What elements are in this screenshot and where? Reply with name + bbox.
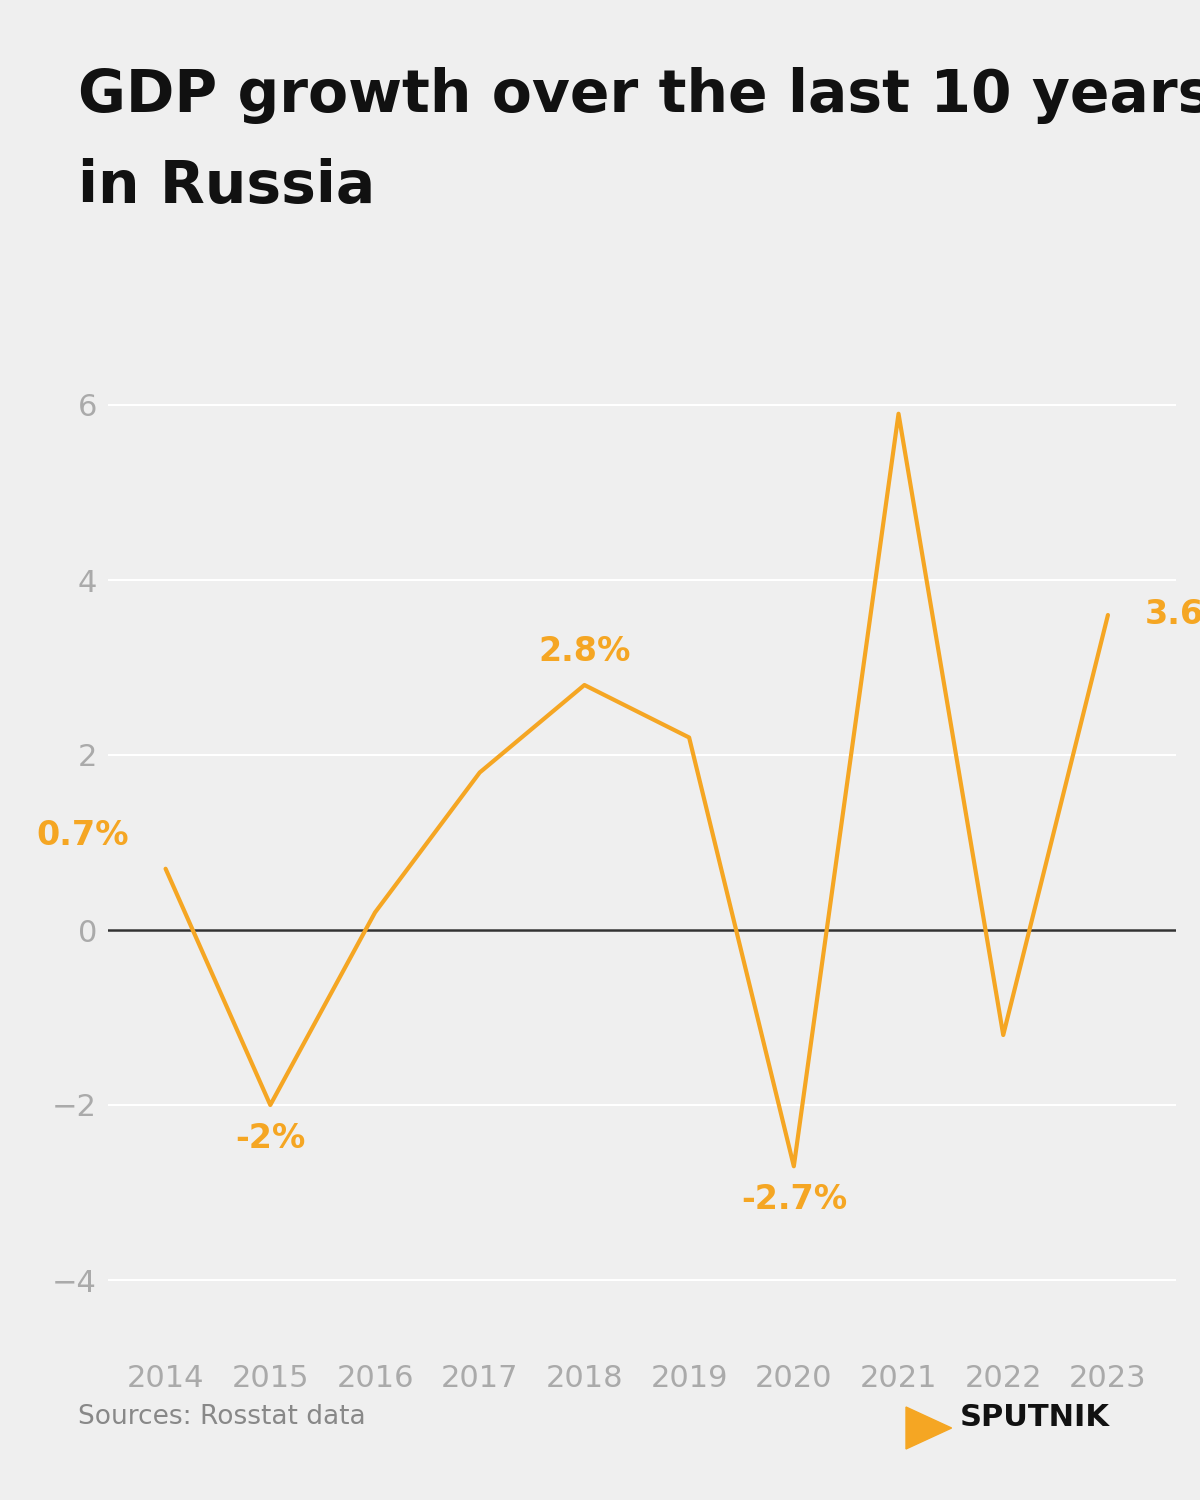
Text: GDP growth over the last 10 years: GDP growth over the last 10 years: [78, 68, 1200, 124]
Text: 3.6%: 3.6%: [1145, 598, 1200, 632]
Text: -2.7%: -2.7%: [740, 1184, 847, 1216]
Text: 2.8%: 2.8%: [539, 636, 630, 669]
Text: -2%: -2%: [235, 1122, 306, 1155]
Text: SPUTNIK: SPUTNIK: [960, 1402, 1110, 1432]
Text: 0.7%: 0.7%: [36, 819, 128, 852]
Text: in Russia: in Russia: [78, 158, 376, 214]
Text: Sources: Rosstat data: Sources: Rosstat data: [78, 1404, 366, 1431]
